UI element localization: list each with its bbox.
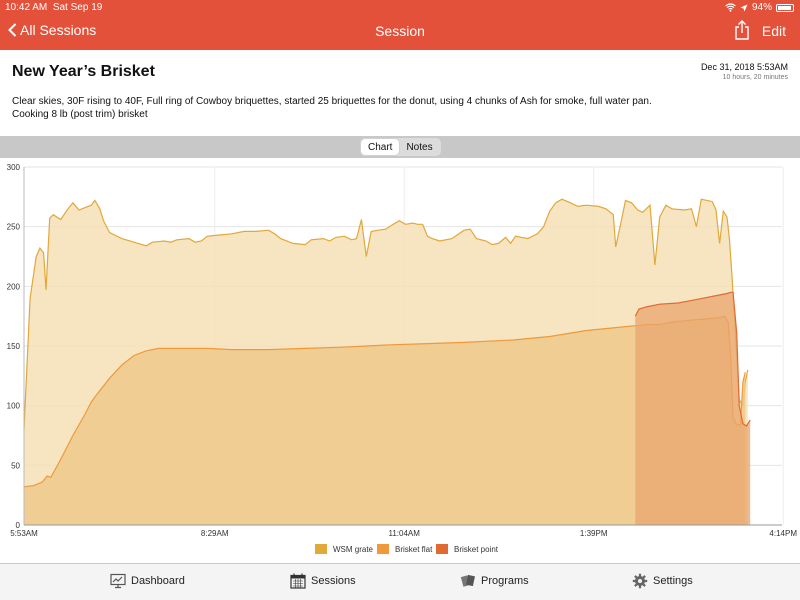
y-tick-label: 200: [7, 282, 21, 291]
x-tick-label: 11:04AM: [389, 529, 421, 538]
legend-swatch: [315, 544, 327, 554]
back-button[interactable]: All Sessions: [8, 22, 96, 38]
y-tick-label: 0: [16, 521, 21, 530]
tab-label: Settings: [653, 575, 693, 587]
app-header: 10:42 AM Sat Sep 19 94% All Sessions Ses…: [0, 0, 800, 50]
tab-settings[interactable]: Settings: [632, 573, 693, 589]
series-area-1: [24, 316, 746, 525]
legend-label: WSM grate: [333, 545, 374, 554]
x-tick-label: 8:29AM: [201, 529, 229, 538]
y-tick-label: 300: [7, 163, 21, 172]
tab-label: Dashboard: [131, 575, 185, 587]
x-tick-label: 5:53AM: [10, 529, 38, 538]
programs-icon: [460, 574, 475, 587]
segment-notes[interactable]: Notes: [406, 142, 433, 153]
chevron-left-icon: [8, 23, 17, 37]
tab-dashboard[interactable]: Dashboard: [110, 573, 185, 589]
tab-label: Sessions: [311, 575, 356, 587]
session-duration: 10 hours, 20 minutes: [722, 74, 788, 81]
session-date: Dec 31, 2018 5:53AM: [700, 62, 788, 72]
battery-icon: [776, 3, 794, 12]
description-line: Clear skies, 30F rising to 40F, Full rin…: [12, 96, 652, 107]
tab-label: Programs: [481, 575, 529, 587]
wifi-icon: [725, 3, 736, 12]
tab-sessions[interactable]: Sessions: [290, 573, 356, 589]
battery-percent: 94%: [751, 2, 772, 13]
legend-swatch: [436, 544, 448, 554]
calendar-icon: [290, 573, 306, 589]
x-tick-label: 4:14PM: [769, 529, 797, 538]
session-title: New Year’s Brisket: [12, 63, 155, 80]
edit-button[interactable]: Edit: [761, 23, 786, 39]
nav-title: Session: [375, 23, 425, 39]
y-tick-label: 100: [7, 402, 21, 411]
series-line-2: [634, 291, 751, 427]
share-button[interactable]: [734, 20, 750, 45]
status-indicators: 94%: [725, 2, 794, 13]
legend-swatch: [377, 544, 389, 554]
temperature-chart: 0 50 100 150 200 250 300 5:53AM 8:29AM 11:04AM 1:3…: [7, 163, 797, 554]
y-tick-label: 150: [7, 342, 21, 351]
status-bar: 10:42 AM Sat Sep 19 94%: [0, 0, 800, 14]
back-label: All Sessions: [20, 22, 97, 38]
legend-label: Brisket point: [454, 545, 499, 554]
legend-label: Brisket flat: [395, 545, 433, 554]
series-line-0: [23, 198, 749, 430]
tab-bar: Dashboard Sessions Programs Settings: [0, 563, 800, 600]
segmented-control: Chart Notes: [360, 138, 441, 156]
nav-bar: All Sessions Session Edit: [0, 18, 800, 46]
y-tick-label: 50: [11, 461, 20, 470]
gear-icon: [632, 573, 648, 589]
share-icon: [735, 20, 749, 40]
description-line: Cooking 8 lb (post trim) brisket: [12, 109, 148, 120]
dashboard-icon: [110, 573, 126, 589]
series-area-2: [635, 292, 751, 525]
location-icon: [740, 4, 748, 11]
y-tick-label: 250: [7, 223, 21, 232]
status-time: 10:42 AM Sat Sep 19: [5, 2, 103, 13]
segment-bar: Chart Notes: [0, 136, 800, 158]
x-tick-label: 1:39PM: [580, 529, 608, 538]
segment-chart[interactable]: Chart: [361, 139, 400, 155]
session-description: Clear skies, 30F rising to 40F, Full rin…: [12, 95, 792, 121]
tab-programs[interactable]: Programs: [460, 573, 529, 589]
